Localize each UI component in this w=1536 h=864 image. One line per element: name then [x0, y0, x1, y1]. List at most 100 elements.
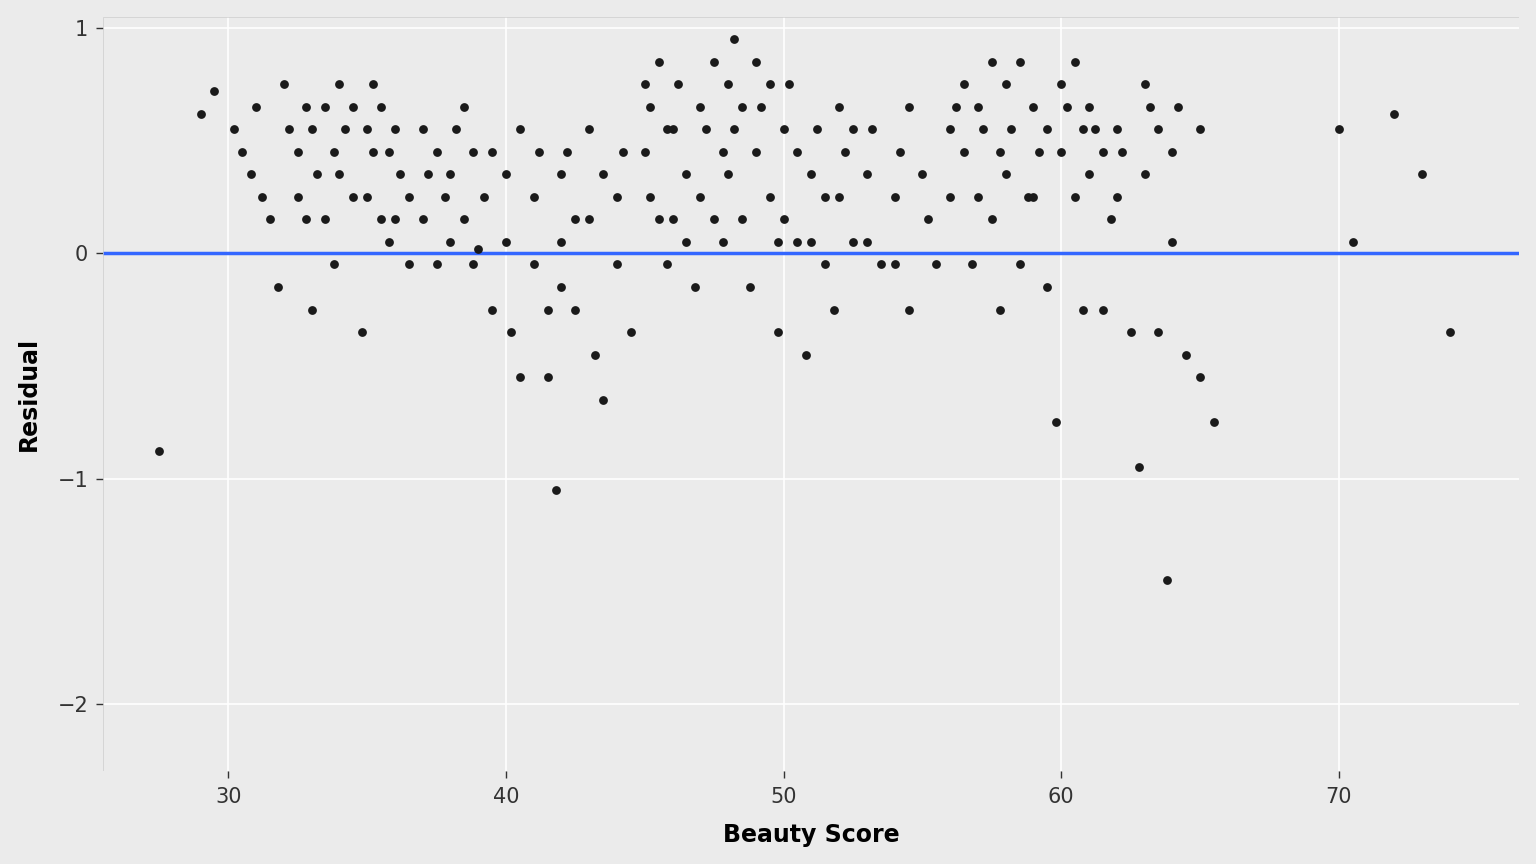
Point: [688, 190, 713, 204]
Point: [272, 78, 296, 92]
Point: [771, 213, 796, 226]
Point: [1008, 257, 1032, 271]
Point: [382, 123, 407, 137]
Point: [1155, 573, 1180, 587]
Point: [647, 54, 671, 68]
Point: [952, 78, 977, 92]
Point: [716, 168, 740, 181]
Point: [1077, 100, 1101, 114]
Point: [1132, 168, 1157, 181]
Point: [1071, 302, 1095, 316]
Point: [1091, 302, 1115, 316]
Point: [507, 123, 531, 137]
Point: [840, 123, 865, 137]
Point: [465, 242, 490, 256]
Point: [304, 168, 329, 181]
Point: [321, 145, 346, 159]
Point: [1160, 145, 1184, 159]
Point: [396, 190, 421, 204]
Point: [952, 145, 977, 159]
Point: [438, 235, 462, 249]
Point: [994, 168, 1018, 181]
Point: [382, 213, 407, 226]
Point: [757, 78, 782, 92]
Point: [1104, 190, 1129, 204]
Point: [988, 145, 1012, 159]
Point: [461, 145, 485, 159]
Point: [564, 302, 588, 316]
Point: [521, 257, 545, 271]
Point: [376, 235, 401, 249]
Point: [438, 168, 462, 181]
Point: [582, 347, 607, 361]
Point: [771, 123, 796, 137]
Point: [1382, 106, 1407, 120]
Point: [911, 168, 935, 181]
Point: [980, 54, 1005, 68]
Point: [452, 100, 476, 114]
Point: [591, 168, 616, 181]
Point: [674, 235, 699, 249]
Point: [943, 100, 968, 114]
Point: [737, 280, 762, 294]
Point: [854, 168, 879, 181]
Point: [550, 168, 574, 181]
Point: [416, 168, 441, 181]
Point: [665, 78, 690, 92]
Point: [766, 235, 791, 249]
Point: [998, 123, 1023, 137]
Point: [1127, 461, 1152, 474]
Point: [637, 100, 662, 114]
Point: [554, 145, 579, 159]
Point: [730, 213, 754, 226]
Point: [472, 190, 496, 204]
Point: [1187, 123, 1212, 137]
Point: [1021, 100, 1046, 114]
Point: [1035, 280, 1060, 294]
Point: [1201, 416, 1226, 429]
Point: [321, 257, 346, 271]
Point: [355, 190, 379, 204]
Point: [300, 302, 324, 316]
Point: [276, 123, 301, 137]
Point: [980, 213, 1005, 226]
Point: [286, 145, 310, 159]
Point: [313, 213, 338, 226]
Point: [674, 168, 699, 181]
Point: [854, 235, 879, 249]
Point: [925, 257, 949, 271]
Point: [146, 445, 170, 459]
Point: [564, 213, 588, 226]
Point: [550, 235, 574, 249]
Point: [1438, 325, 1462, 339]
Point: [536, 370, 561, 384]
Point: [493, 235, 518, 249]
Point: [654, 257, 679, 271]
Point: [660, 123, 685, 137]
Point: [1071, 123, 1095, 137]
Point: [258, 213, 283, 226]
Point: [895, 302, 920, 316]
Point: [785, 145, 809, 159]
Point: [361, 78, 386, 92]
Point: [794, 347, 819, 361]
Point: [1138, 100, 1163, 114]
Point: [479, 302, 504, 316]
Point: [1327, 123, 1352, 137]
Point: [221, 123, 246, 137]
Point: [822, 302, 846, 316]
Point: [633, 145, 657, 159]
Point: [1187, 370, 1212, 384]
Point: [1026, 145, 1051, 159]
Point: [1091, 145, 1115, 159]
Point: [591, 393, 616, 407]
Point: [1021, 190, 1046, 204]
Point: [479, 145, 504, 159]
Point: [833, 145, 857, 159]
Point: [777, 78, 802, 92]
Point: [300, 123, 324, 137]
Point: [1083, 123, 1107, 137]
Point: [971, 123, 995, 137]
Point: [1049, 78, 1074, 92]
Point: [424, 145, 449, 159]
